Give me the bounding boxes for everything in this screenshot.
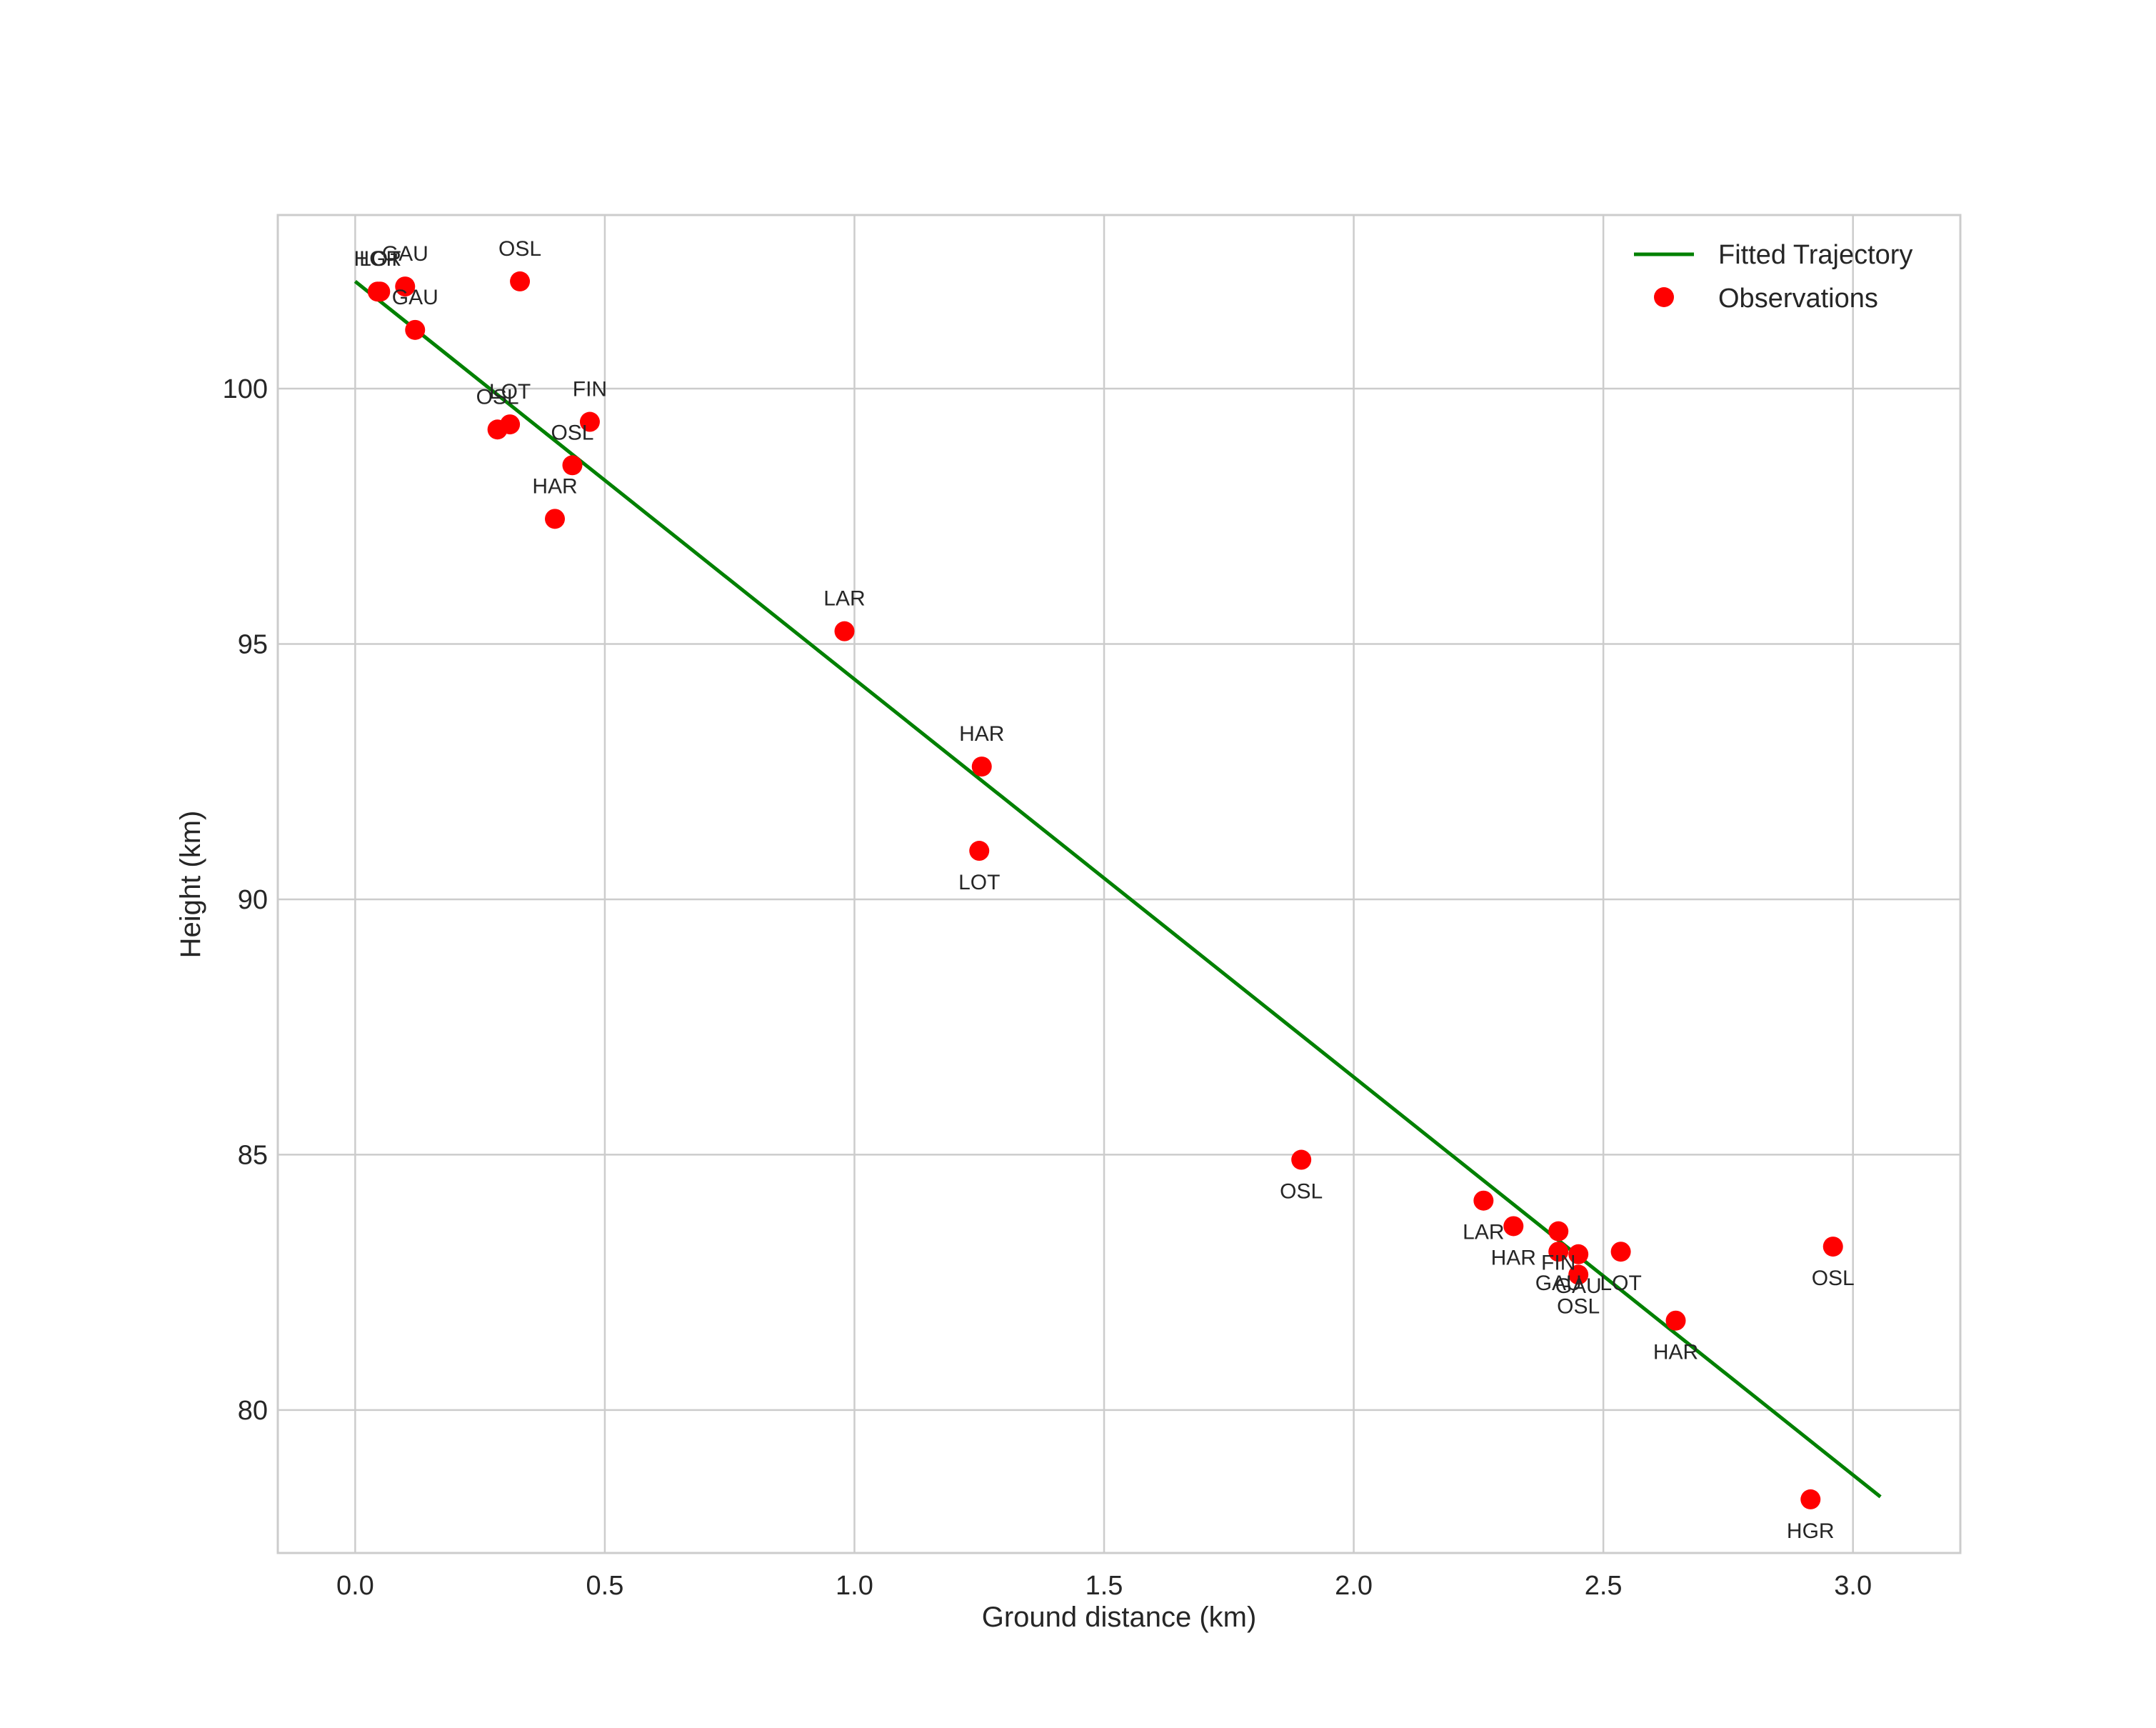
observation-point	[1665, 1310, 1686, 1331]
observation-label: OSL	[1557, 1294, 1600, 1318]
observation-point	[1548, 1242, 1569, 1262]
x-tick-label: 1.5	[1085, 1571, 1123, 1601]
observation-point	[579, 411, 600, 432]
legend-label-observations: Observations	[1718, 284, 1878, 314]
observation-label: GAU	[392, 286, 438, 309]
legend-marker-swatch	[1654, 287, 1674, 307]
y-tick-label: 80	[238, 1396, 268, 1426]
plot-frame	[276, 214, 1962, 1554]
observation-point	[405, 319, 426, 340]
legend: Fitted Trajectory Observations	[1634, 240, 1912, 314]
observation-point	[395, 276, 416, 297]
x-axis-ticks: 0.0 0.5 1.0 1.5 2.0 2.5 3.0	[336, 1571, 1872, 1601]
observation-point	[969, 841, 990, 861]
observation-label: LOT	[1600, 1272, 1641, 1295]
observation-point	[1291, 1149, 1312, 1170]
observation-point	[545, 509, 566, 529]
y-axis-ticks: 80 85 90 95 100	[223, 374, 268, 1426]
observation-label: FIN	[573, 378, 607, 401]
observation-label: HGR	[1787, 1519, 1835, 1543]
x-tick-label: 1.0	[836, 1571, 873, 1601]
observation-label: LOT	[489, 380, 531, 404]
observation-label: LOT	[359, 247, 401, 271]
y-tick-label: 90	[238, 885, 268, 915]
observation-point	[510, 271, 531, 291]
observation-point	[1503, 1216, 1524, 1237]
fitted-trajectory-layer	[354, 279, 1882, 1499]
y-tick-label: 95	[238, 630, 268, 660]
observation-label: LOT	[958, 871, 1000, 894]
fitted-trajectory-line	[354, 279, 1882, 1499]
observation-point	[1568, 1244, 1589, 1264]
observation-label: OSL	[498, 237, 541, 261]
observation-point	[1610, 1242, 1631, 1262]
observation-label: OSL	[1280, 1180, 1323, 1204]
observation-point	[370, 281, 391, 302]
grid	[278, 215, 1960, 1553]
observation-label: HAR	[1653, 1341, 1698, 1364]
y-axis-label: Height (km)	[175, 811, 206, 959]
observation-point	[971, 756, 992, 777]
observation-point	[1473, 1190, 1494, 1211]
observation-point	[834, 621, 855, 641]
observation-point	[1822, 1237, 1843, 1257]
observation-label: HGR	[354, 247, 401, 271]
observation-label: GAU	[1555, 1274, 1602, 1298]
x-tick-label: 0.5	[586, 1571, 624, 1601]
observations-layer	[367, 271, 1843, 1509]
x-tick-label: 2.0	[1335, 1571, 1373, 1601]
observation-point	[1800, 1489, 1821, 1509]
observation-label: FIN	[1541, 1252, 1575, 1275]
observation-point	[1568, 1264, 1589, 1285]
observation-label: HAR	[1491, 1246, 1536, 1269]
observation-point	[1548, 1221, 1569, 1242]
observation-label: OSL	[1812, 1267, 1855, 1290]
observation-label: LAR	[1463, 1221, 1504, 1244]
observation-label: OSL	[551, 421, 593, 444]
observation-label: GAU	[382, 242, 428, 266]
x-tick-label: 3.0	[1834, 1571, 1872, 1601]
observation-label: GAU	[1535, 1272, 1582, 1295]
x-tick-label: 0.0	[336, 1571, 374, 1601]
legend-label-fitted-trajectory: Fitted Trajectory	[1718, 240, 1912, 270]
observation-label: HAR	[532, 474, 577, 498]
y-tick-label: 85	[238, 1140, 268, 1170]
x-axis-label: Ground distance (km)	[982, 1602, 1257, 1633]
x-tick-label: 2.5	[1585, 1571, 1623, 1601]
observation-point	[562, 455, 583, 476]
observation-point	[500, 414, 521, 435]
observation-label: OSL	[476, 385, 519, 409]
observation-label: LAR	[823, 587, 865, 611]
observation-label: HAR	[959, 722, 1004, 746]
y-tick-label: 100	[223, 374, 268, 404]
